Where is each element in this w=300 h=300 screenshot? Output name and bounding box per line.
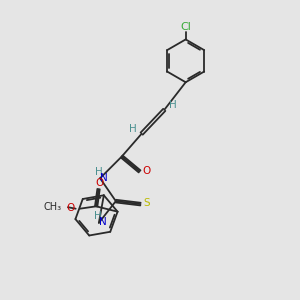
Text: H: H [95,167,103,177]
Text: H: H [130,124,137,134]
Text: O: O [142,167,150,176]
Text: S: S [144,198,150,208]
Text: CH₃: CH₃ [44,202,62,212]
Text: H: H [94,211,101,221]
Text: H: H [169,100,176,110]
Text: Cl: Cl [180,22,191,32]
Text: N: N [100,172,107,183]
Text: O: O [95,178,103,188]
Text: N: N [99,217,106,227]
Text: O: O [66,203,74,213]
